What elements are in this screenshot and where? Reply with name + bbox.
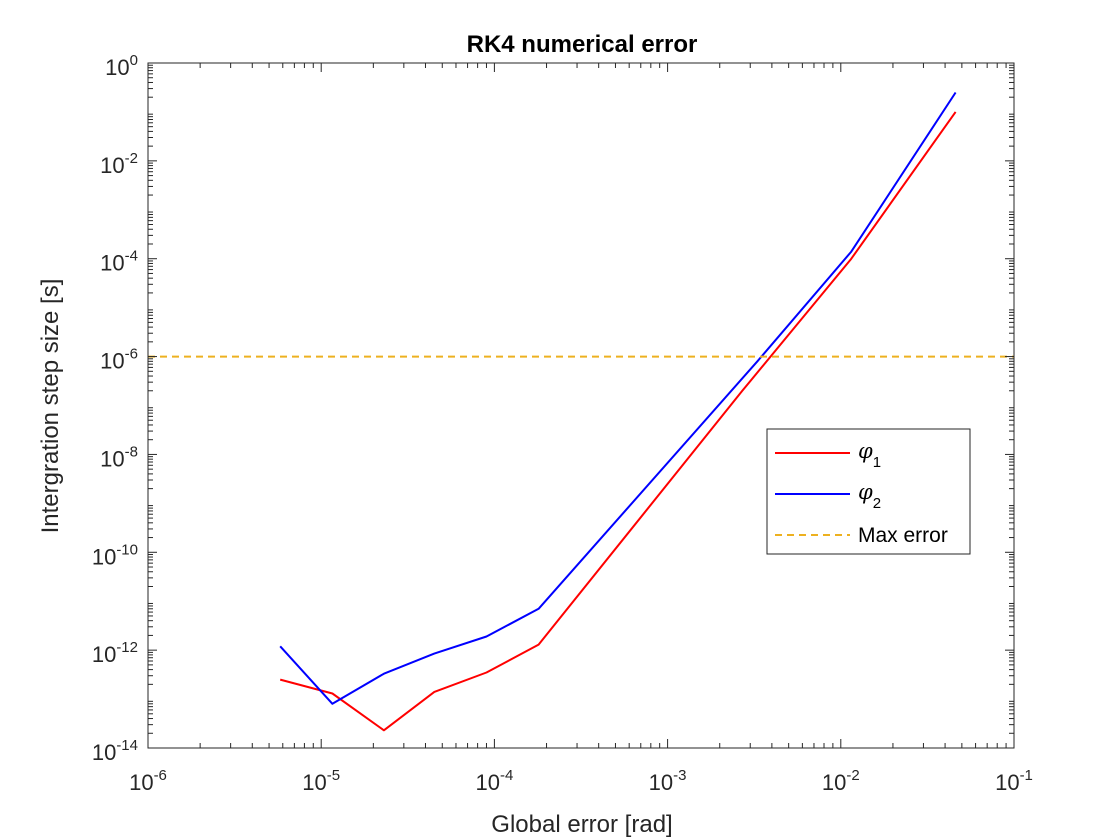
y-tick-label: 10-6 — [100, 346, 138, 374]
y-tick-labels: 10-14 10-12 10-10 10-8 10-6 10-4 10-2 100 — [92, 52, 138, 765]
x-tick-label: 10-4 — [475, 767, 513, 795]
x-tick-label: 10-1 — [995, 767, 1033, 795]
x-tick-labels: 10-6 10-5 10-4 10-3 10-2 10-1 — [129, 767, 1033, 795]
x-tick-label: 10-6 — [129, 767, 167, 795]
axes-box — [147, 62, 1015, 749]
legend-label-phi-2: φ2 — [858, 480, 881, 512]
series-line-phi-2 — [279, 91, 957, 705]
series-layer — [148, 91, 1014, 732]
legend: φ1 φ2 Max error — [766, 428, 971, 555]
major-ticks — [147, 62, 1015, 749]
y-tick-label: 10-2 — [100, 150, 138, 178]
y-tick-label: 100 — [105, 52, 138, 80]
x-tick-label: 10-2 — [822, 767, 860, 795]
y-tick-label: 10-8 — [100, 443, 138, 471]
minor-ticks — [148, 63, 1014, 748]
legend-label-phi-1: φ1 — [858, 439, 881, 471]
y-tick-label: 10-10 — [92, 541, 138, 569]
legend-subscript-2: 2 — [873, 495, 881, 512]
y-tick-label: 10-12 — [92, 639, 138, 667]
y-axis-label: Intergration step size [s] — [37, 279, 64, 534]
series-line-phi-1 — [279, 111, 957, 732]
legend-subscript-1: 1 — [873, 454, 881, 471]
x-tick-label: 10-5 — [302, 767, 340, 795]
y-tick-label: 10-14 — [92, 737, 138, 765]
chart-title: RK4 numerical error — [467, 31, 698, 58]
legend-symbol-phi-2: φ — [858, 480, 873, 504]
plot-area — [147, 62, 1015, 749]
legend-label-max-error: Max error — [858, 524, 948, 547]
x-axis-label: Global error [rad] — [491, 811, 672, 838]
legend-symbol-phi-1: φ — [858, 439, 873, 463]
legend-box — [766, 428, 971, 555]
x-tick-label: 10-3 — [649, 767, 687, 795]
y-tick-label: 10-4 — [100, 248, 138, 276]
